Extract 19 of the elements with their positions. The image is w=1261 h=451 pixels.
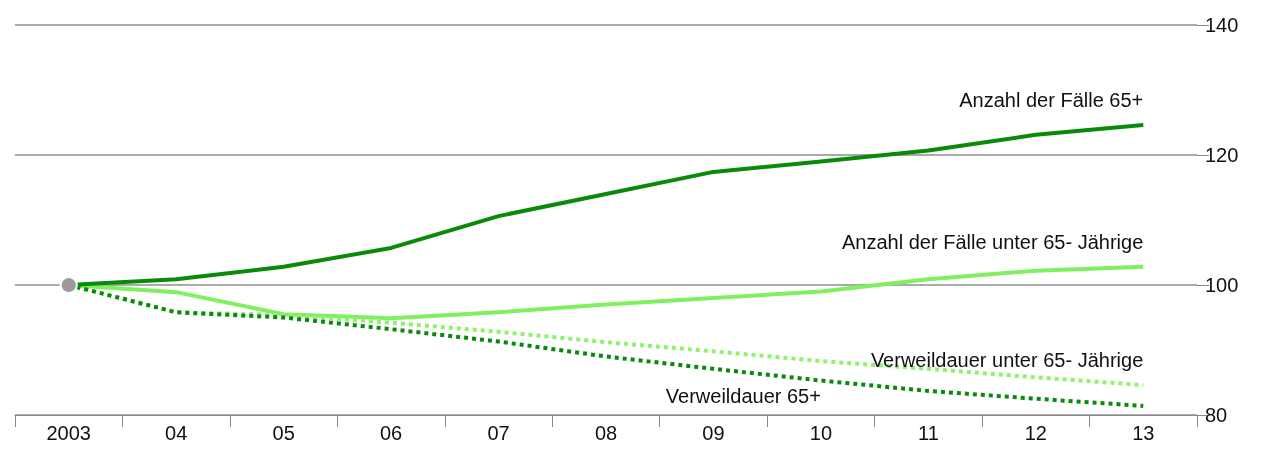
series-label: Anzahl der Fälle 65+: [959, 89, 1144, 112]
x-tick-label: 11: [917, 422, 939, 444]
y-tick-label: 140: [1205, 14, 1239, 36]
x-tick-label: 13: [1132, 422, 1155, 444]
series-label: Verweildauer unter 65- Jährige: [870, 349, 1144, 372]
series-label: Verweildauer 65+: [665, 384, 821, 407]
x-tick-label: 04: [165, 422, 188, 444]
x-tick-label: 09: [702, 422, 725, 444]
y-tick-label: 120: [1205, 144, 1239, 166]
series-label: Anzahl der Fälle unter 65- Jährige: [841, 230, 1144, 253]
x-tick-label: 07: [487, 422, 510, 444]
y-tick-label: 80: [1205, 404, 1228, 426]
x-tick-label: 10: [809, 422, 833, 444]
x-tick-label: 06: [379, 422, 403, 444]
y-tick-label: 100: [1205, 274, 1239, 296]
x-tick-label: 05: [272, 422, 295, 444]
x-tick-label: 08: [594, 422, 618, 444]
x-tick-label: 12: [1024, 422, 1047, 444]
x-tick-label: 2003: [46, 422, 91, 444]
